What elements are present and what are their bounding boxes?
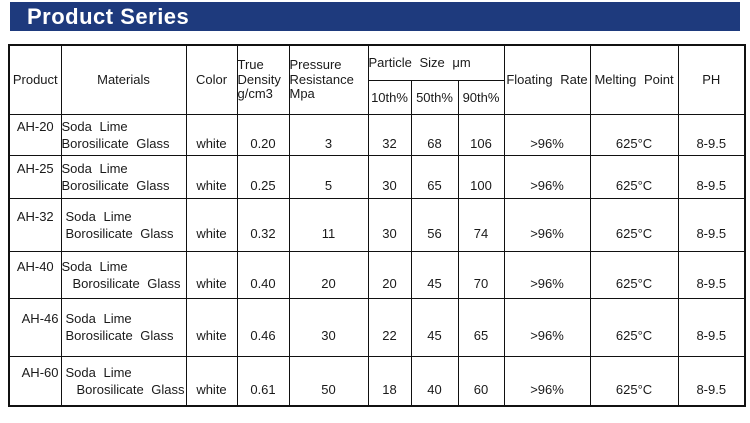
cell-particle-50th: 45 <box>410 297 459 357</box>
cell-particle-10th: 18 <box>367 355 412 407</box>
cell-materials: Soda Lime Borosilicate Glass <box>60 355 187 407</box>
header-row-main: Product Materials Color True Density g/c… <box>8 44 746 115</box>
cell-product: AH-25 <box>8 154 62 199</box>
cell-product: AH-46 <box>8 297 62 357</box>
cell-particle-10th: 32 <box>367 113 412 156</box>
cell-ph: 8-9.5 <box>677 250 746 299</box>
table-header: Product Materials Color True Density g/c… <box>8 44 746 115</box>
cell-true-density: 0.61 <box>236 355 290 407</box>
cell-particle-50th: 68 <box>410 113 459 156</box>
cell-particle-90th: 106 <box>457 113 505 156</box>
col-header-ph: PH <box>677 44 746 115</box>
cell-particle-10th: 30 <box>367 154 412 199</box>
cell-particle-90th: 70 <box>457 250 505 299</box>
true-density-line1: True <box>237 57 264 72</box>
product-series-table: Product Materials Color True Density g/c… <box>8 44 747 407</box>
cell-pressure-resistance: 3 <box>288 113 369 156</box>
cell-pressure-resistance: 5 <box>288 154 369 199</box>
col-header-particle-size: Particle Size μm <box>367 44 505 81</box>
cell-true-density: 0.46 <box>236 297 290 357</box>
true-density-line3: g/cm3 <box>237 86 273 101</box>
cell-melting-point: 625°C <box>589 355 679 407</box>
header-row-particle-sub: 10th% 50th% 90th% <box>9 79 745 115</box>
true-density-line2: Density <box>237 71 281 87</box>
cell-materials: Soda Lime Borosilicate Glass <box>60 250 187 299</box>
title-banner: Product Series <box>10 2 740 31</box>
cell-product: AH-32 <box>8 197 62 252</box>
cell-melting-point: 625°C <box>589 154 679 199</box>
cell-floating-rate: >96% <box>503 355 591 407</box>
cell-true-density: 0.20 <box>236 113 290 156</box>
cell-particle-90th: 100 <box>457 154 505 199</box>
cell-product: AH-40 <box>8 250 62 299</box>
table-row: AH-40 Soda Lime Borosilicate Glass white 0.4… <box>8 250 746 299</box>
cell-materials: Soda Lime Borosilicate Glass <box>60 297 187 357</box>
cell-melting-point: 625°C <box>589 250 679 299</box>
cell-particle-10th: 30 <box>367 197 412 252</box>
cell-true-density: 0.25 <box>236 154 290 199</box>
cell-particle-10th: 20 <box>367 250 412 299</box>
cell-particle-50th: 56 <box>410 197 459 252</box>
cell-particle-90th: 60 <box>457 355 505 407</box>
col-header-color: Color <box>185 44 238 115</box>
cell-materials: Soda Lime Borosilicate Glass <box>60 197 187 252</box>
col-header-particle-50th: 50th% <box>410 79 459 115</box>
cell-floating-rate: >96% <box>503 197 591 252</box>
cell-ph: 8-9.5 <box>677 113 746 156</box>
col-header-true-density: True Density g/cm3 <box>236 44 290 115</box>
cell-particle-50th: 45 <box>410 250 459 299</box>
cell-color: white <box>185 355 238 407</box>
col-header-materials: Materials <box>60 44 187 115</box>
cell-color: white <box>185 113 238 156</box>
cell-color: white <box>185 154 238 199</box>
cell-floating-rate: >96% <box>503 113 591 156</box>
cell-particle-90th: 65 <box>457 297 505 357</box>
cell-product: AH-20 <box>8 113 62 156</box>
cell-ph: 8-9.5 <box>677 197 746 252</box>
col-header-pressure-resistance: Pressure Resistance Mpa <box>288 44 369 115</box>
cell-pressure-resistance: 20 <box>288 250 369 299</box>
cell-color: white <box>185 197 238 252</box>
pressure-line3: Mpa <box>289 86 315 101</box>
cell-pressure-resistance: 11 <box>288 197 369 252</box>
table-row: AH-32 Soda Lime Borosilicate Glass white 0.3… <box>8 197 746 252</box>
table-row: AH-46 Soda Lime Borosilicate Glass white 0.4… <box>8 297 746 357</box>
cell-pressure-resistance: 50 <box>288 355 369 407</box>
cell-pressure-resistance: 30 <box>288 297 369 357</box>
cell-particle-10th: 22 <box>367 297 412 357</box>
col-header-melting-point: Melting Point <box>589 44 679 115</box>
cell-melting-point: 625°C <box>589 197 679 252</box>
table-row: AH-20 Soda Lime Borosilicate Glass white 0.2… <box>8 113 746 156</box>
cell-true-density: 0.40 <box>236 250 290 299</box>
page-title: Product Series <box>27 4 190 29</box>
cell-melting-point: 625°C <box>589 297 679 357</box>
cell-particle-50th: 65 <box>410 154 459 199</box>
cell-color: white <box>185 297 238 357</box>
cell-ph: 8-9.5 <box>677 154 746 199</box>
cell-melting-point: 625°C <box>589 113 679 156</box>
cell-ph: 8-9.5 <box>677 297 746 357</box>
col-header-product: Product <box>8 44 62 115</box>
cell-particle-90th: 74 <box>457 197 505 252</box>
table-row: AH-25 Soda Lime Borosilicate Glass white 0.2… <box>8 154 746 199</box>
cell-particle-50th: 40 <box>410 355 459 407</box>
pressure-line1: Pressure <box>289 57 342 72</box>
col-header-particle-90th: 90th% <box>457 79 505 115</box>
cell-product: AH-60 <box>8 355 62 407</box>
cell-floating-rate: >96% <box>503 154 591 199</box>
table-row: AH-60 Soda Lime Borosilicate Glass white 0.6… <box>8 355 746 407</box>
cell-floating-rate: >96% <box>503 297 591 357</box>
cell-materials: Soda Lime Borosilicate Glass <box>60 113 187 156</box>
cell-color: white <box>185 250 238 299</box>
cell-true-density: 0.32 <box>236 197 290 252</box>
col-header-floating-rate: Floating Rate <box>503 44 591 115</box>
cell-ph: 8-9.5 <box>677 355 746 407</box>
pressure-line2: Resistance <box>289 71 354 87</box>
cell-materials: Soda Lime Borosilicate Glass <box>60 154 187 199</box>
cell-floating-rate: >96% <box>503 250 591 299</box>
col-header-particle-10th: 10th% <box>367 79 412 115</box>
table-body: AH-20 Soda Lime Borosilicate Glass white 0.2… <box>8 113 746 407</box>
